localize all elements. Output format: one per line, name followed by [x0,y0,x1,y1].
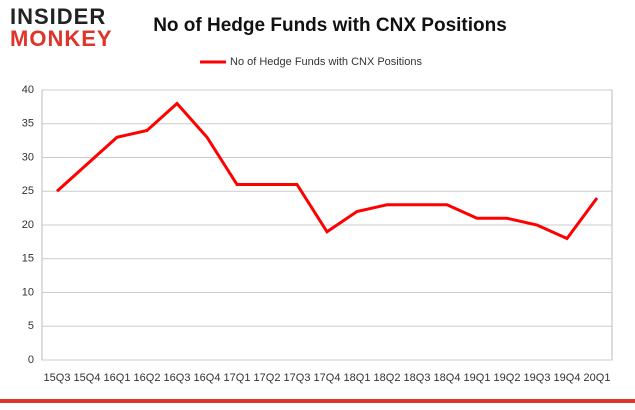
x-tick-label: 18Q1 [344,372,371,384]
logo-line2: MONKEY [10,26,113,51]
y-tick-label: 35 [22,118,34,130]
x-tick-label: 16Q3 [164,372,191,384]
x-tick-label: 18Q3 [404,372,431,384]
chart-title: No of Hedge Funds with CNX Positions [153,15,507,36]
legend-label: No of Hedge Funds with CNX Positions [230,56,422,68]
x-tick-label: 16Q4 [194,372,221,384]
x-tick-label: 20Q1 [584,372,611,384]
x-tick-label: 17Q3 [284,372,311,384]
x-tick-label: 16Q2 [134,372,161,384]
logo-line1: INSIDER [10,4,106,29]
y-tick-label: 15 [22,253,34,265]
x-tick-label: 18Q4 [434,372,461,384]
footer-bar [0,399,635,403]
y-tick-label: 30 [22,151,34,163]
x-tick-label: 17Q4 [314,372,341,384]
y-tick-label: 10 [22,286,34,298]
x-tick-label: 17Q2 [254,372,281,384]
y-tick-label: 25 [22,185,34,197]
x-tick-label: 19Q2 [494,372,521,384]
y-tick-label: 40 [22,84,34,96]
x-tick-label: 19Q3 [524,372,551,384]
x-tick-label: 19Q4 [554,372,581,384]
x-tick-label: 15Q3 [44,372,71,384]
data-line [55,101,599,241]
x-tick-label: 18Q2 [374,372,401,384]
x-tick-label: 15Q4 [74,372,101,384]
x-tick-label: 17Q1 [224,372,251,384]
y-tick-label: 5 [28,320,34,332]
x-tick-label: 19Q1 [464,372,491,384]
y-tick-label: 0 [28,354,34,366]
y-tick-label: 20 [22,219,34,231]
x-tick-label: 16Q1 [104,372,131,384]
